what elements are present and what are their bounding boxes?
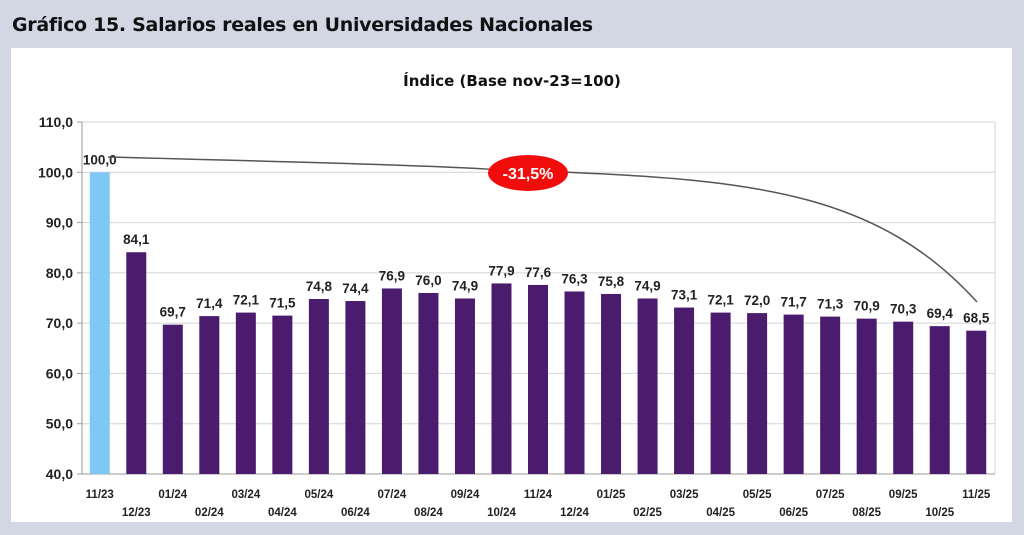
y-tick-label: 60,0 — [46, 365, 73, 381]
x-tick-label: 08/24 — [414, 507, 443, 519]
data-label: 76,9 — [379, 268, 405, 283]
page-title: Gráfico 15. Salarios reales en Universid… — [12, 14, 593, 36]
data-label: 71,4 — [196, 296, 223, 311]
x-tick-label: 09/24 — [451, 489, 480, 501]
x-tick-label: 03/24 — [231, 489, 260, 501]
data-label: 70,9 — [854, 299, 880, 314]
data-label: 70,3 — [890, 302, 917, 317]
x-tick-label: 02/24 — [195, 507, 224, 519]
bar-03-25 — [674, 307, 695, 474]
x-tick-label: 04/25 — [706, 507, 735, 519]
x-tick-label: 04/24 — [268, 507, 297, 519]
bar-02-25 — [637, 298, 658, 474]
y-tick-label: 50,0 — [46, 416, 73, 432]
bar-02-24 — [199, 316, 220, 474]
data-label: 76,3 — [561, 271, 588, 286]
y-tick-label: 90,0 — [46, 215, 73, 231]
bar-01-25 — [601, 293, 622, 474]
chart-title: Índice (Base nov-23=100) — [403, 71, 621, 90]
bar-09-25 — [893, 321, 914, 474]
x-tick-label: 03/25 — [670, 489, 699, 501]
x-tick-label: 11/25 — [962, 489, 991, 501]
data-label: 73,1 — [671, 288, 698, 303]
data-label: 72,1 — [233, 293, 260, 308]
bar-04-25 — [710, 312, 731, 474]
bar-11-24 — [528, 284, 548, 474]
data-label: 77,9 — [488, 263, 514, 278]
x-tick-label: 02/25 — [633, 507, 662, 519]
x-tick-label: 10/24 — [487, 507, 516, 519]
data-label: 74,9 — [634, 279, 660, 294]
bar-03-24 — [235, 312, 256, 474]
x-tick-label: 11/23 — [86, 489, 114, 501]
data-label: 69,4 — [927, 306, 954, 321]
x-tick-label: 01/24 — [158, 489, 187, 501]
data-label: 71,7 — [780, 295, 806, 310]
bar-06-25 — [783, 314, 804, 474]
annotation-text: -31,5% — [503, 166, 554, 183]
x-tick-label: 07/25 — [816, 489, 845, 501]
data-label: 72,1 — [707, 293, 734, 308]
y-tick-label: 80,0 — [46, 265, 73, 281]
bar-12-23 — [126, 252, 147, 474]
x-tick-label: 12/23 — [122, 507, 151, 519]
y-tick-label: 100,0 — [38, 164, 73, 180]
x-tick-label: 05/24 — [304, 489, 333, 501]
bar-09-24 — [454, 298, 475, 474]
x-tick-label: 08/25 — [852, 507, 881, 519]
data-label: 76,0 — [415, 273, 441, 288]
x-tick-label: 07/24 — [378, 489, 407, 501]
data-label: 74,8 — [306, 279, 333, 294]
data-label: 71,5 — [269, 296, 296, 311]
x-tick-label: 12/24 — [560, 507, 589, 519]
bar-11-25 — [966, 330, 987, 474]
bar-05-25 — [747, 313, 768, 474]
x-tick-label: 10/25 — [925, 507, 954, 519]
bar-12-24 — [564, 291, 585, 474]
x-tick-label: 06/25 — [779, 507, 808, 519]
bar-08-24 — [418, 292, 439, 474]
bar-07-24 — [381, 288, 402, 474]
data-label: 74,4 — [342, 281, 369, 296]
data-label: 84,1 — [123, 232, 150, 247]
bar-10-25 — [929, 326, 950, 474]
x-tick-label: 01/25 — [597, 489, 626, 501]
trend-arrow-line — [107, 156, 978, 303]
bar-10-24 — [491, 283, 512, 474]
bar-06-24 — [345, 301, 366, 474]
bar-05-24 — [308, 299, 329, 474]
y-tick-label: 70,0 — [46, 315, 73, 331]
annotation-badge — [488, 155, 568, 191]
data-label: 77,6 — [525, 265, 552, 280]
bar-07-25 — [820, 316, 841, 474]
bar-08-25 — [856, 318, 877, 474]
y-tick-label: 40,0 — [46, 466, 73, 482]
data-label: 72,0 — [744, 293, 770, 308]
x-tick-label: 05/25 — [743, 489, 772, 501]
bar-01-24 — [162, 324, 183, 474]
bar-11-23 — [89, 172, 110, 475]
x-tick-label: 09/25 — [889, 489, 918, 501]
data-label: 74,9 — [452, 279, 478, 294]
data-label: 69,7 — [160, 305, 186, 320]
y-tick-label: 110,0 — [39, 114, 73, 130]
x-tick-label: 06/24 — [341, 507, 370, 519]
data-label: 68,5 — [963, 311, 990, 326]
data-label: 71,3 — [817, 297, 844, 312]
data-label: 75,8 — [598, 274, 625, 289]
x-tick-label: 11/24 — [524, 489, 553, 501]
data-label: 100,0 — [83, 152, 117, 167]
bar-04-24 — [272, 315, 293, 474]
